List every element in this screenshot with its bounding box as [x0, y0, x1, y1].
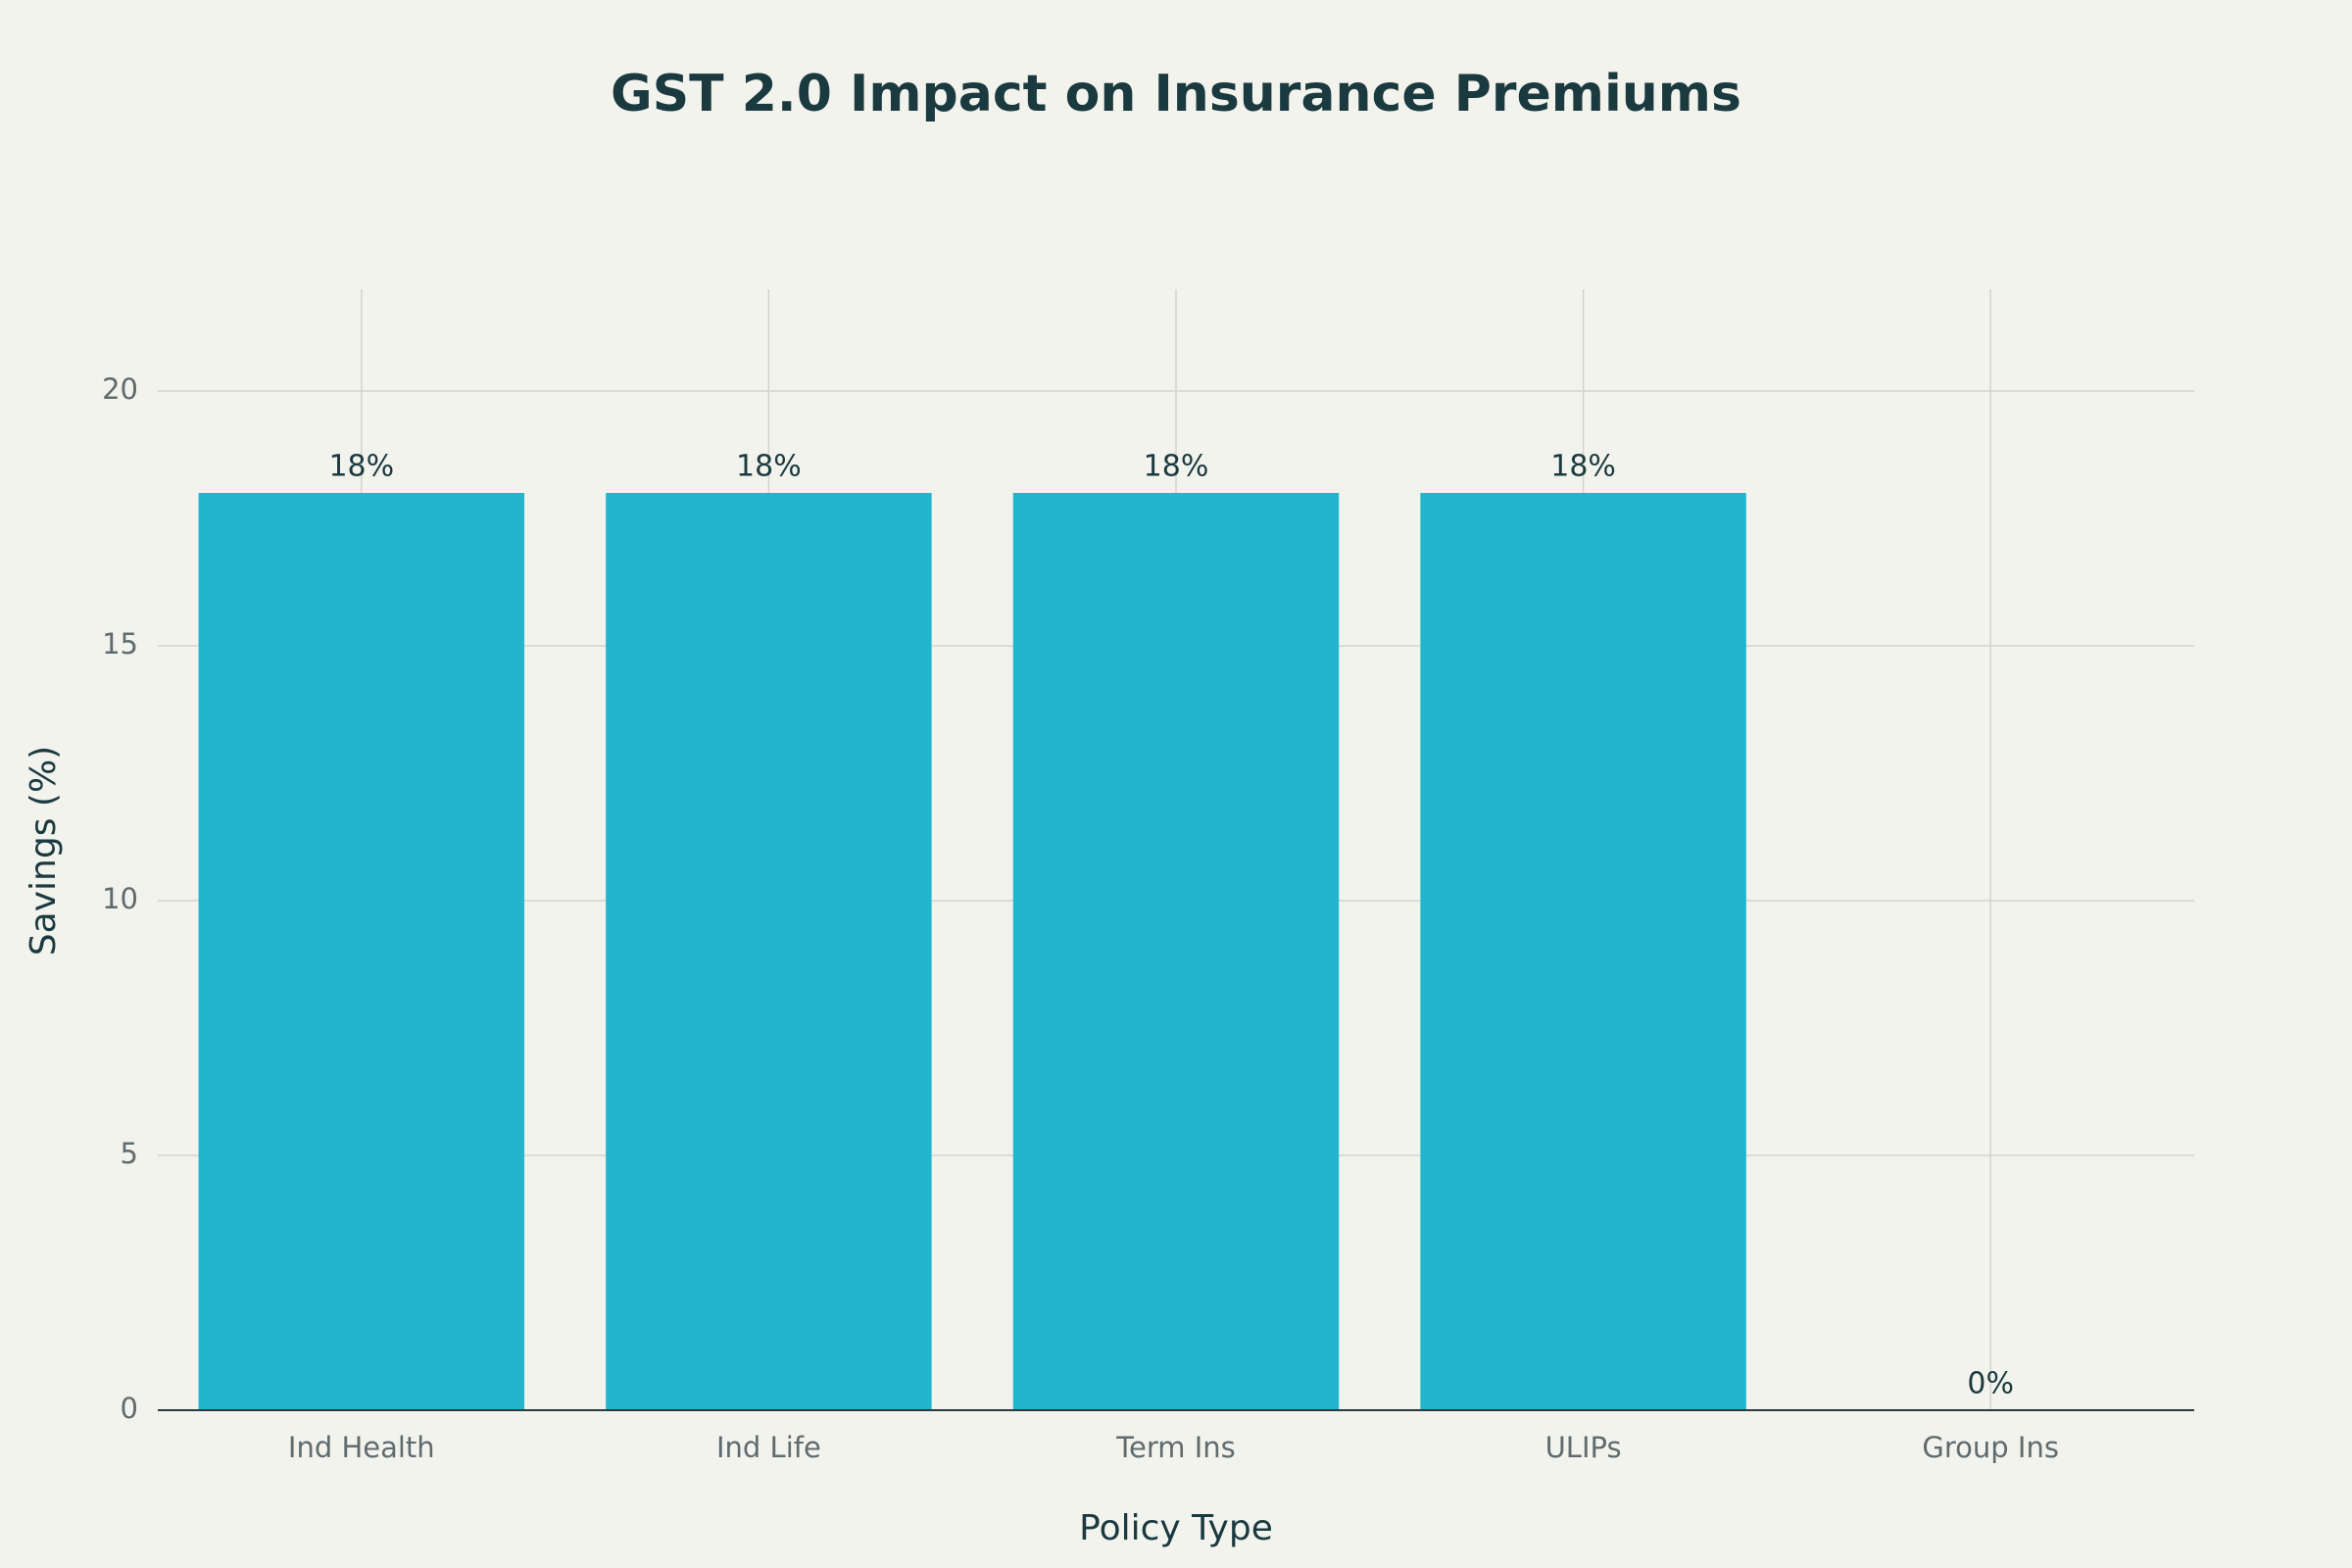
value-label: 18%	[1550, 450, 1616, 484]
y-tick-label: 0	[121, 1392, 138, 1425]
value-label: 18%	[736, 450, 802, 484]
x-tick-label: Group Ins	[1922, 1431, 2059, 1464]
y-tick-label: 20	[102, 372, 138, 406]
bar	[1420, 493, 1746, 1410]
y-axis-title: Savings (%)	[24, 746, 64, 956]
bar	[1012, 493, 1340, 1410]
x-tick-label: Term Ins	[1115, 1431, 1236, 1464]
bar	[198, 493, 525, 1410]
y-tick-label: 5	[121, 1137, 138, 1170]
value-label: 0%	[1967, 1367, 2014, 1401]
value-label: 18%	[328, 450, 394, 484]
bar	[606, 493, 932, 1410]
value-label: 18%	[1144, 450, 1209, 484]
x-axis-title: Policy Type	[1079, 1508, 1273, 1548]
y-tick-label: 15	[102, 627, 138, 661]
y-tick-label: 10	[102, 882, 138, 915]
chart-title: GST 2.0 Impact on Insurance Premiums	[611, 65, 1741, 123]
x-tick-label: Ind Life	[716, 1431, 821, 1464]
x-tick-label: Ind Health	[288, 1431, 435, 1464]
x-tick-label: ULIPs	[1545, 1431, 1622, 1464]
